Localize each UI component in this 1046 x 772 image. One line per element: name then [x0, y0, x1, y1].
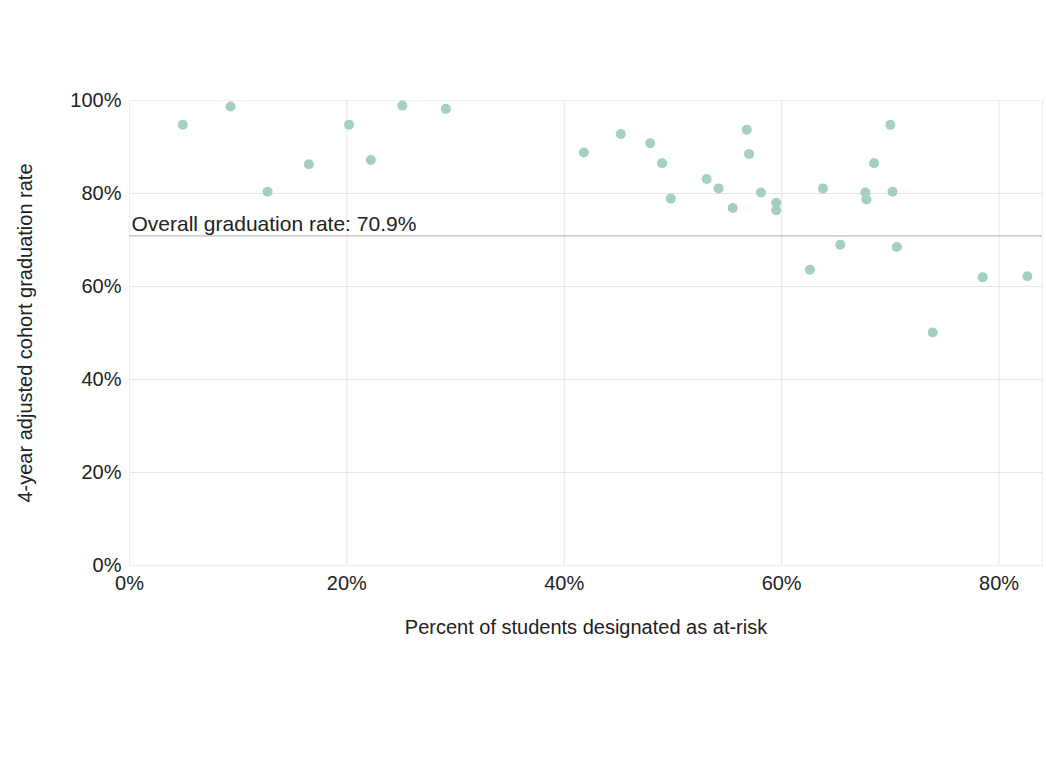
svg-text:20%: 20% — [81, 461, 121, 483]
svg-text:60%: 60% — [762, 572, 802, 594]
svg-text:100%: 100% — [70, 89, 121, 111]
svg-text:40%: 40% — [81, 368, 121, 390]
svg-text:Overall graduation rate: 70.9%: Overall graduation rate: 70.9% — [132, 212, 417, 235]
svg-text:60%: 60% — [81, 275, 121, 297]
svg-text:4-year adjusted cohort graduat: 4-year adjusted cohort graduation rate — [14, 163, 36, 502]
svg-text:80%: 80% — [979, 572, 1019, 594]
svg-text:80%: 80% — [81, 182, 121, 204]
svg-text:0%: 0% — [115, 571, 144, 594]
svg-text:0%: 0% — [93, 554, 122, 576]
svg-text:20%: 20% — [327, 572, 367, 594]
svg-text:Percent of students designated: Percent of students designated as at-ris… — [405, 616, 768, 638]
svg-text:40%: 40% — [544, 572, 584, 594]
